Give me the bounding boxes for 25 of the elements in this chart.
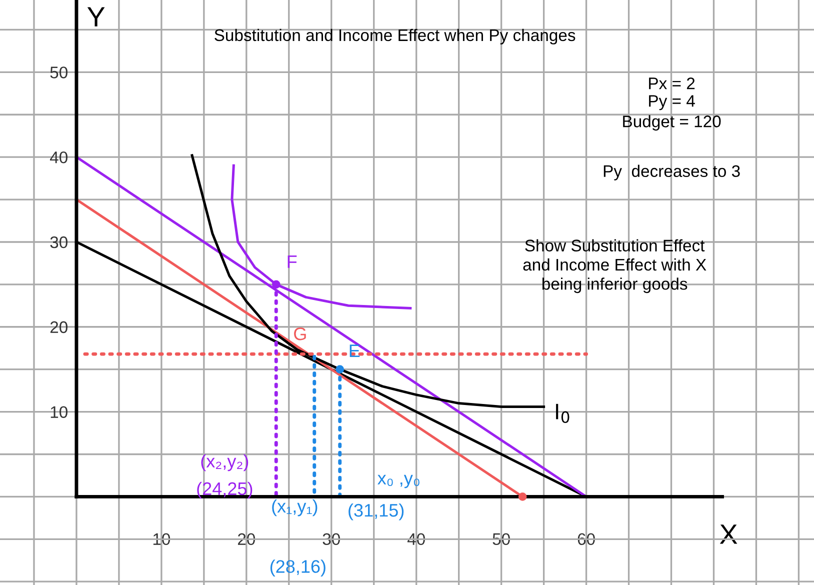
annotation: (x₂,y₂) xyxy=(201,454,248,472)
annotation: (31,15) xyxy=(348,503,404,520)
annotation: (28,16) xyxy=(270,560,326,576)
y-tick-label: 40 xyxy=(50,151,68,164)
annotation: x₀ ,y₀ xyxy=(378,474,420,488)
point xyxy=(336,365,344,374)
annotation: Py decreases to 3 xyxy=(604,164,740,180)
annotation: (x₁,y₁) xyxy=(272,499,318,516)
y-tick-label: 20 xyxy=(50,321,68,334)
annotation: Px = 2 xyxy=(649,77,695,90)
y-axis-title: Y xyxy=(87,7,105,26)
annotation: Py = 4 xyxy=(649,95,695,110)
annotation: F xyxy=(288,255,297,268)
annotation: I$_{0}$ xyxy=(556,404,570,424)
annotation: G xyxy=(294,327,306,340)
line-series xyxy=(230,164,412,310)
point xyxy=(272,280,280,289)
annotation: Budget = 120 xyxy=(623,115,721,131)
annotation: (24,25) xyxy=(197,482,252,499)
y-tick-label: 10 xyxy=(50,406,68,418)
y-tick-label: 50 xyxy=(50,66,68,78)
y-tick-label: 30 xyxy=(50,236,68,248)
text: Substitution and Income Effect when Py changes xyxy=(214,28,576,44)
annotation: Show Substitution Effect and Income Effect with X being inferior goods xyxy=(523,239,706,294)
point xyxy=(518,492,527,501)
